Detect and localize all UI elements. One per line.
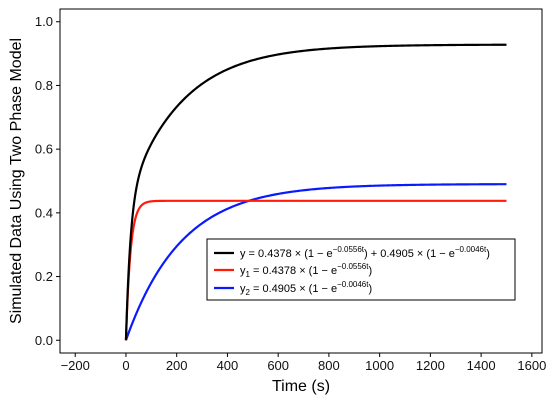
y-tick-label: 1.0 xyxy=(35,14,53,29)
x-tick-label: 400 xyxy=(217,358,239,373)
x-tick-label: 1600 xyxy=(517,358,546,373)
x-tick-label: 0 xyxy=(122,358,129,373)
x-tick-label: 800 xyxy=(318,358,340,373)
y-tick-label: 0.0 xyxy=(35,333,53,348)
y-tick-label: 0.6 xyxy=(35,142,53,157)
y-tick-label: 0.8 xyxy=(35,78,53,93)
x-tick-label: 1400 xyxy=(467,358,496,373)
plot-area xyxy=(59,8,543,354)
series-line-y2 xyxy=(124,183,507,341)
x-tick-label: 600 xyxy=(267,358,289,373)
x-axis: −200 0 200 400 600 800 1000 1200 1400 1600 xyxy=(61,353,546,373)
y-tick-label: 0.4 xyxy=(35,205,53,220)
series-line-y xyxy=(124,43,507,341)
legend-label-y2: y2 = 0.4905 × (1 − e−0.0046t) xyxy=(240,280,372,297)
x-tick-label: 1200 xyxy=(416,358,445,373)
y-axis-title: Simulated Data Using Two Phase Model xyxy=(8,38,25,324)
legend-label-y: y = 0.4378 × (1 − e−0.0556t) + 0.4905 × … xyxy=(240,245,490,260)
series-layer xyxy=(124,43,507,341)
series-line-y1 xyxy=(124,199,507,341)
x-tick-label: −200 xyxy=(61,358,90,373)
x-tick-label: 1000 xyxy=(365,358,394,373)
y-tick-label: 0.2 xyxy=(35,269,53,284)
y-axis: 0.0 0.2 0.4 0.6 0.8 1.0 xyxy=(35,14,60,348)
x-tick-label: 200 xyxy=(166,358,188,373)
legend-box xyxy=(206,238,516,301)
legend-label-y1: y1 = 0.4378 × (1 − e−0.0556t) xyxy=(240,262,372,279)
x-axis-title: Time (s) xyxy=(272,378,330,395)
legend: y = 0.4378 × (1 − e−0.0556t) + 0.4905 × … xyxy=(206,238,516,301)
